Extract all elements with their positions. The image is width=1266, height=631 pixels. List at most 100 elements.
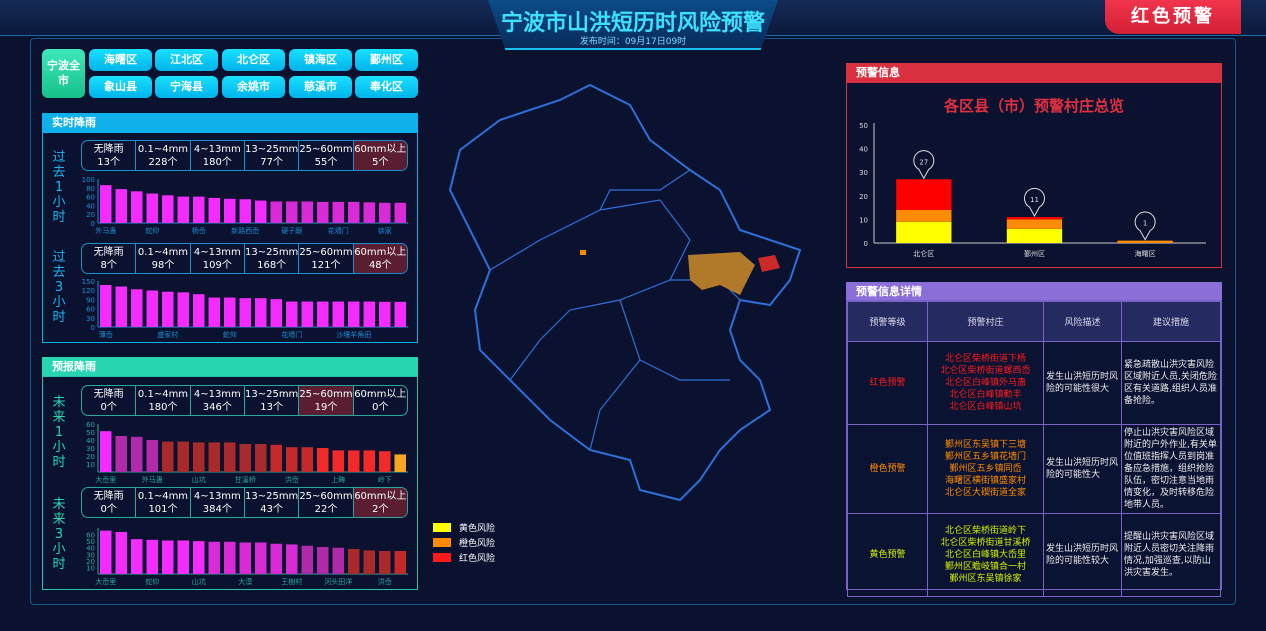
bar	[115, 286, 127, 327]
stat-count: 2个	[372, 504, 389, 515]
realtime-rain-panel	[42, 132, 418, 343]
stat-range: 4~13mm	[193, 389, 241, 400]
bar	[301, 301, 313, 327]
stat-cell: 13~25mm 77个	[245, 141, 300, 170]
ningbo-map[interactable]	[440, 80, 840, 520]
stat-count: 346个	[202, 402, 232, 413]
district-button[interactable]: 镇海区	[289, 49, 352, 71]
y-tick-label: 60	[86, 532, 95, 540]
district-button[interactable]: 北仑区	[222, 49, 285, 71]
bar	[193, 541, 205, 574]
y-tick-label: 30	[86, 445, 95, 453]
bar	[131, 436, 143, 472]
y-tick-label: 10	[859, 216, 868, 224]
bar	[270, 201, 282, 223]
district-button[interactable]: 余姚市	[222, 76, 285, 98]
warning-chart: 0 10 20 30 40 50 27 北仑区 11 鄞州区 1 海曙区	[859, 122, 1206, 258]
bar	[224, 198, 236, 223]
total-marker	[1023, 187, 1045, 218]
district-button[interactable]: 江北区	[155, 49, 218, 71]
bar	[193, 196, 205, 223]
x-tick-label: 外马蛊	[142, 475, 163, 484]
stat-cell: 4~13mm 346个	[191, 386, 245, 415]
bar	[208, 541, 220, 574]
x-tick-label: 蛇仰	[145, 226, 159, 235]
bar	[239, 298, 251, 327]
bar	[131, 289, 143, 327]
stat-cell: 25~60mm 55个	[299, 141, 354, 170]
warning-detail-header: 预警信息详情	[846, 282, 1222, 301]
district-button-all[interactable]: 宁波全市	[42, 49, 85, 98]
bar	[301, 545, 313, 574]
stat-count: 121个	[311, 260, 341, 271]
past3h-stats: 无降雨 8个 0.1~4mm 98个 4~13mm 109个 13~25mm 168个 25~6…	[81, 243, 408, 274]
village: 鄞州区五乡镇花墙门	[944, 452, 1026, 462]
bar	[208, 297, 220, 327]
y-tick-label: 40	[86, 545, 95, 553]
bar	[100, 530, 112, 574]
stat-cell: 0.1~4mm 101个	[136, 488, 191, 517]
bar	[162, 441, 174, 472]
district-button[interactable]: 海曙区	[89, 49, 152, 71]
x-tick-label: 蛇仰	[145, 577, 159, 586]
bar	[317, 301, 329, 327]
y-tick-label: 90	[86, 296, 95, 304]
stat-count: 8个	[100, 260, 117, 271]
bar	[100, 284, 112, 327]
bar	[208, 197, 220, 223]
y-tick-label: 50	[859, 122, 868, 130]
past1h-label: 过去1小时	[52, 150, 66, 225]
bar	[332, 201, 344, 223]
bar	[286, 447, 298, 472]
stat-cell: 无降雨 8个	[82, 244, 137, 273]
bar-segment	[896, 221, 952, 243]
bar-segment	[1117, 240, 1173, 243]
stat-cell: 0.1~4mm 180个	[136, 386, 191, 415]
x-tick-label: 洪岙	[378, 577, 392, 586]
bar	[317, 201, 329, 223]
x-tick-label: 河头田洋	[324, 577, 352, 586]
y-tick-label: 20	[859, 193, 868, 201]
bar	[332, 547, 344, 574]
stat-range: 13~25mm	[244, 247, 299, 258]
bar	[146, 539, 158, 574]
stat-range: 无降雨	[93, 247, 124, 258]
district-button[interactable]: 慈溪市	[289, 76, 352, 98]
x-tick-label: 沙堰羊角田	[336, 330, 371, 339]
bar	[394, 301, 406, 327]
bar	[146, 193, 158, 223]
x-tick-label: 蛇仰	[223, 330, 237, 339]
x-tick-label: 甘溪桥	[235, 475, 256, 484]
bar	[224, 541, 236, 574]
realtime-rain-header: 实时降雨	[42, 113, 418, 132]
stat-range: 无降雨	[93, 389, 124, 400]
district-button[interactable]: 奉化区	[355, 76, 418, 98]
forecast-rain-header: 预报降雨	[42, 357, 418, 376]
total-label: 11	[1030, 196, 1039, 204]
bar	[239, 199, 251, 223]
bar	[177, 292, 189, 327]
district-button[interactable]: 象山县	[89, 76, 152, 98]
bar-segment	[896, 179, 952, 210]
legend-swatch	[433, 523, 451, 532]
y-tick-label: 0	[91, 220, 95, 228]
bar	[255, 542, 267, 574]
bar-segment	[1006, 219, 1063, 229]
y-tick-label: 150	[82, 278, 95, 286]
y-tick-label: 0	[864, 240, 868, 248]
bar	[193, 442, 205, 472]
stat-count: 55个	[314, 157, 338, 168]
district-button[interactable]: 宁海县	[155, 76, 218, 98]
table-row: 橙色预警 鄞州区东吴镇下三塘 鄞州区五乡镇花墙门 鄞州区五乡镇同岙 海曙区横街镇盛家村北…	[847, 424, 1221, 514]
district-button[interactable]: 鄞州区	[355, 49, 418, 71]
advice: 提醒山洪灾害风险区域附近人员密切关注降雨情况,加强巡查,以防山洪灾害发生。	[1121, 513, 1221, 597]
advice: 紧急疏散山洪灾害风险区域附近人员,关闭危险区有关道路,组织人员准备抢险。	[1121, 341, 1221, 425]
legend-label: 黄色风险	[459, 524, 496, 534]
legend-label: 橙色风险	[459, 539, 496, 549]
x-tick-label: 大岙里	[95, 475, 116, 484]
bar	[348, 301, 360, 327]
bar	[363, 550, 375, 574]
village: 鄞州区东吴镇下三塘	[944, 440, 1026, 450]
stat-cell: 0.1~4mm 228个	[136, 141, 191, 170]
warning-chart-title: 各区县（市）预警村庄总览	[943, 97, 1124, 115]
